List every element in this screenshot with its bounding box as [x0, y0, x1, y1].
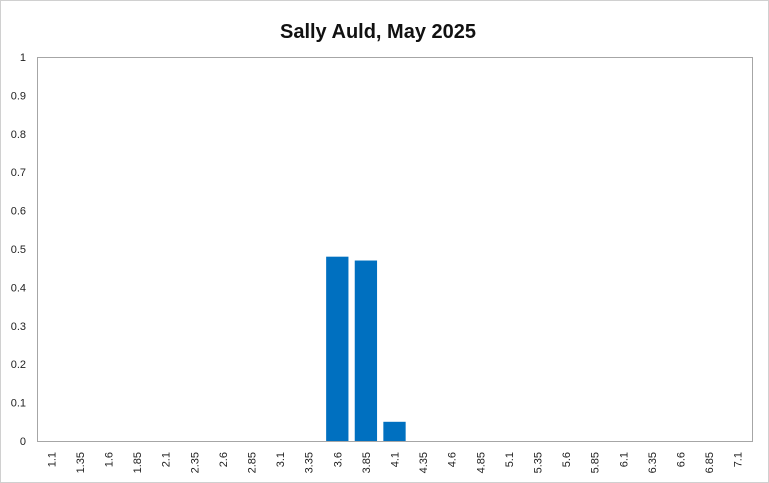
x-tick-label: 3.85: [361, 452, 373, 473]
y-tick-label: 0.3: [11, 321, 26, 333]
x-tick-label: 5.85: [590, 452, 602, 473]
x-tick-label: 5.6: [561, 452, 573, 467]
x-tick-label: 1.1: [46, 452, 58, 467]
x-tick-label: 4.6: [447, 452, 459, 467]
y-tick-label: 1: [20, 52, 26, 64]
bar-4.1: [383, 421, 406, 441]
y-tick-label: 0: [20, 436, 26, 448]
x-tick-label: 5.1: [504, 452, 516, 467]
x-tick-label: 2.85: [247, 452, 259, 473]
x-tick-label: 6.6: [676, 452, 688, 467]
x-tick-label: 6.35: [647, 452, 659, 473]
x-tick-label: 4.1: [390, 452, 402, 467]
y-tick-label: 0.6: [11, 206, 26, 218]
x-tick-label: 1.6: [104, 452, 116, 467]
bar-series: [326, 256, 406, 441]
x-tick-label: 2.6: [218, 452, 230, 467]
x-tick-label: 2.35: [189, 452, 201, 473]
y-tick-label: 0.9: [11, 90, 26, 102]
x-tick-label: 1.35: [75, 452, 87, 473]
x-tick-label: 3.6: [332, 452, 344, 467]
plot-area: [37, 57, 753, 442]
y-axis: 0 0.1 0.2 0.3 0.4 0.5 0.6 0.7 0.8 0.9 1: [11, 52, 26, 448]
y-tick-label: 0.5: [11, 244, 26, 256]
bar-3.6: [326, 256, 349, 441]
y-tick-label: 0.2: [11, 359, 26, 371]
x-axis: 1.1 1.35 1.6 1.85 2.1 2.35 2.6 2.85 3.1 3.35 3.6 3.…: [46, 452, 744, 473]
chart-title: Sally Auld, May 2025: [280, 21, 476, 43]
x-tick-label: 5.35: [533, 452, 545, 473]
x-tick-label: 4.35: [418, 452, 430, 473]
x-tick-label: 7.1: [733, 452, 745, 467]
x-tick-label: 6.85: [704, 452, 716, 473]
bar-3.85: [354, 260, 378, 441]
x-tick-label: 3.35: [304, 452, 316, 473]
x-tick-label: 4.85: [475, 452, 487, 473]
y-tick-label: 0.7: [11, 167, 26, 179]
x-tick-label: 6.1: [618, 452, 630, 467]
x-tick-label: 1.85: [132, 452, 144, 473]
x-tick-label: 2.1: [161, 452, 173, 467]
y-tick-label: 0.4: [11, 282, 26, 294]
x-tick-label: 3.1: [275, 452, 287, 467]
y-tick-label: 0.1: [11, 398, 26, 410]
y-tick-label: 0.8: [11, 129, 26, 141]
